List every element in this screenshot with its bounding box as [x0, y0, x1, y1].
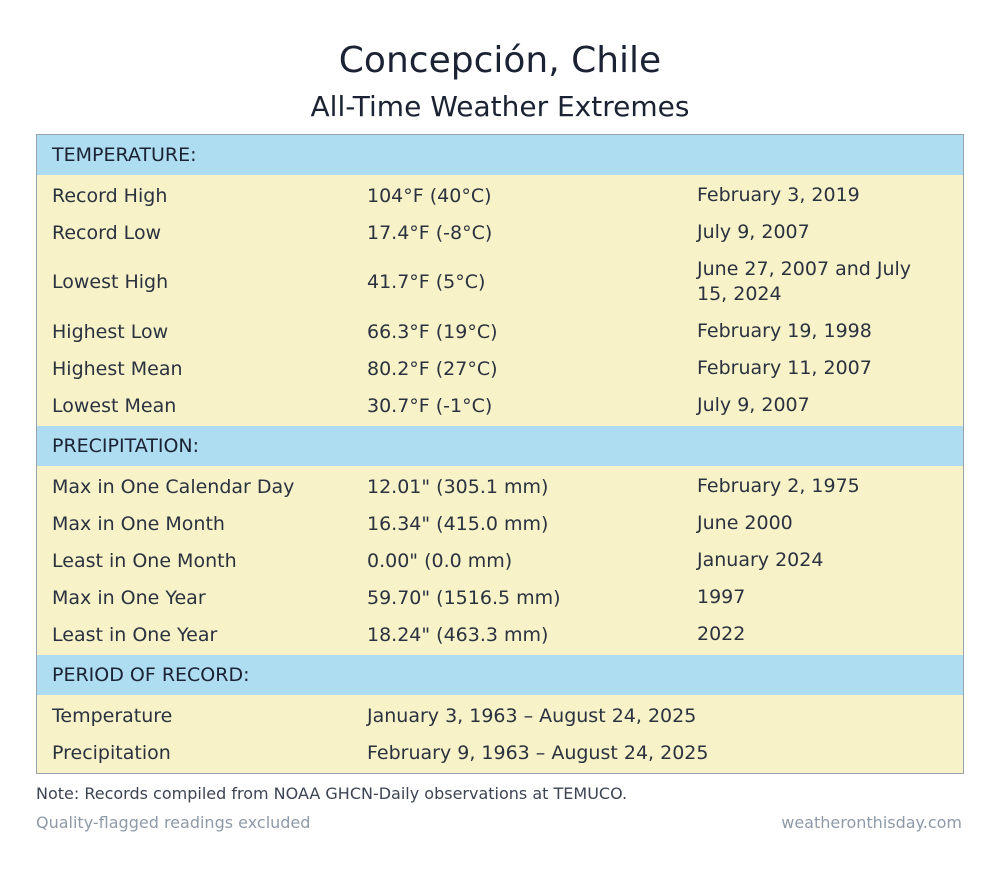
page-title: Concepción, Chile — [338, 40, 662, 81]
row-value: 0.00" (0.0 mm) — [367, 549, 513, 572]
row-value: 12.01" (305.1 mm) — [367, 475, 549, 498]
extremes-table: TEMPERATURE: Record High 104°F (40°C) Fe… — [36, 134, 964, 774]
row-value: February 9, 1963 – August 24, 2025 — [367, 741, 709, 764]
row-label: Max in One Year — [52, 586, 206, 609]
table-row: Least in One Year 18.24" (463.3 mm) 2022 — [37, 616, 963, 653]
row-label: Least in One Year — [52, 623, 218, 646]
table-row: Record Low 17.4°F (-8°C) July 9, 2007 — [37, 214, 963, 251]
row-date: July 9, 2007 — [697, 221, 810, 243]
row-label: Highest Low — [52, 320, 169, 343]
row-date: 2022 — [697, 623, 746, 645]
precipitation-rows: Max in One Calendar Day 12.01" (305.1 mm… — [37, 466, 963, 655]
row-label: Max in One Month — [52, 512, 225, 535]
table-row: Temperature January 3, 1963 – August 24,… — [37, 697, 963, 734]
table-row: Lowest High 41.7°F (5°C) June 27, 2007 a… — [37, 251, 963, 313]
row-date: January 2024 — [697, 549, 824, 571]
row-label: Precipitation — [52, 741, 171, 764]
row-date: June 2000 — [697, 512, 793, 534]
section-header-precipitation: PRECIPITATION: — [37, 426, 963, 466]
temperature-rows: Record High 104°F (40°C) February 3, 201… — [37, 175, 963, 426]
section-header-temperature: TEMPERATURE: — [37, 135, 963, 175]
row-date: February 11, 2007 — [697, 357, 872, 379]
table-row: Precipitation February 9, 1963 – August … — [37, 734, 963, 771]
row-value: 59.70" (1516.5 mm) — [367, 586, 561, 609]
footer-site-credit: weatheronthisday.com — [781, 813, 962, 832]
row-date: June 27, 2007 and July 15, 2024 — [697, 258, 912, 305]
row-value: 41.7°F (5°C) — [367, 271, 486, 293]
section-header-period: PERIOD OF RECORD: — [37, 655, 963, 695]
row-label: Highest Mean — [52, 357, 183, 380]
table-row: Max in One Month 16.34" (415.0 mm) June … — [37, 505, 963, 542]
period-rows: Temperature January 3, 1963 – August 24,… — [37, 695, 963, 773]
table-row: Record High 104°F (40°C) February 3, 201… — [37, 177, 963, 214]
footer-disclaimer: Quality-flagged readings excluded — [36, 813, 311, 832]
row-value: 104°F (40°C) — [367, 184, 492, 207]
row-value: 80.2°F (27°C) — [367, 357, 498, 380]
row-date: February 2, 1975 — [697, 475, 860, 497]
row-value: 18.24" (463.3 mm) — [367, 623, 549, 646]
row-label: Least in One Month — [52, 549, 237, 572]
table-row: Lowest Mean 30.7°F (-1°C) July 9, 2007 — [37, 387, 963, 424]
row-date: July 9, 2007 — [697, 394, 810, 416]
table-row: Max in One Calendar Day 12.01" (305.1 mm… — [37, 468, 963, 505]
row-value: 66.3°F (19°C) — [367, 320, 498, 343]
row-label: Record High — [52, 184, 168, 207]
row-label: Temperature — [52, 704, 173, 727]
row-label: Lowest High — [52, 271, 169, 293]
table-row: Max in One Year 59.70" (1516.5 mm) 1997 — [37, 579, 963, 616]
row-value: 16.34" (415.0 mm) — [367, 512, 549, 535]
table-row: Highest Mean 80.2°F (27°C) February 11, … — [37, 350, 963, 387]
table-row: Highest Low 66.3°F (19°C) February 19, 1… — [37, 313, 963, 350]
row-value: January 3, 1963 – August 24, 2025 — [367, 704, 697, 727]
row-value: 30.7°F (-1°C) — [367, 394, 493, 417]
page-subtitle: All-Time Weather Extremes — [310, 90, 690, 123]
row-date: February 3, 2019 — [697, 184, 860, 206]
row-label: Max in One Calendar Day — [52, 475, 295, 498]
row-value: 17.4°F (-8°C) — [367, 221, 493, 244]
source-note: Note: Records compiled from NOAA GHCN-Da… — [36, 784, 628, 803]
row-label: Lowest Mean — [52, 394, 177, 417]
row-date: February 19, 1998 — [697, 320, 872, 342]
row-label: Record Low — [52, 221, 162, 244]
table-row: Least in One Month 0.00" (0.0 mm) Januar… — [37, 542, 963, 579]
row-date: 1997 — [697, 586, 746, 608]
